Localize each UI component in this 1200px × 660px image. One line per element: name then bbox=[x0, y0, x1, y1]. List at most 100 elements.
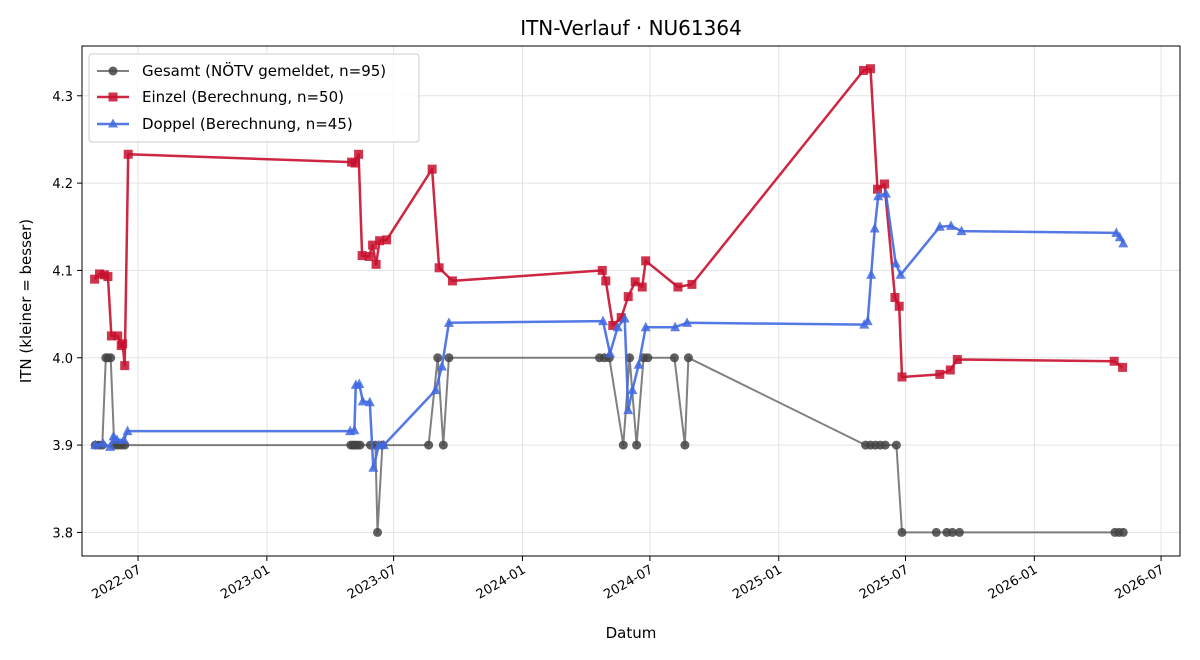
x-tick-label: 2023-07 bbox=[345, 562, 400, 602]
data-point-einzel bbox=[673, 282, 683, 292]
y-tick-label: 3.9 bbox=[52, 439, 73, 454]
legend-entry-gesamt: Gesamt (NÖTV gemeldet, n=95) bbox=[97, 61, 386, 80]
data-point-einzel bbox=[382, 235, 392, 245]
legend-entry-einzel: Einzel (Berechnung, n=50) bbox=[97, 88, 344, 106]
data-point-doppel bbox=[604, 347, 615, 358]
data-point-einzel bbox=[106, 331, 116, 341]
data-point-doppel bbox=[119, 434, 130, 444]
data-point-gesamt bbox=[1118, 527, 1128, 537]
data-point-doppel bbox=[956, 225, 967, 236]
data-point-doppel bbox=[597, 315, 608, 326]
chart-title: ITN-Verlauf · NU61364 bbox=[520, 16, 742, 40]
data-point-gesamt bbox=[880, 440, 890, 450]
data-point-doppel bbox=[862, 315, 873, 326]
data-point-gesamt bbox=[106, 353, 116, 363]
data-point-einzel bbox=[890, 293, 900, 303]
data-point-doppel bbox=[122, 425, 133, 436]
data-point-doppel bbox=[623, 404, 634, 415]
data-point-einzel bbox=[375, 236, 385, 246]
legend-marker-circle bbox=[108, 66, 118, 76]
data-point-doppel bbox=[364, 396, 375, 407]
data-point-einzel bbox=[123, 149, 133, 159]
data-point-gesamt bbox=[373, 527, 383, 537]
data-point-einzel bbox=[641, 256, 651, 266]
legend-label-gesamt: Gesamt (NÖTV gemeldet, n=95) bbox=[142, 61, 386, 80]
data-point-einzel bbox=[364, 251, 374, 261]
data-point-einzel bbox=[447, 276, 457, 286]
series-line-doppel bbox=[95, 192, 1125, 470]
data-point-doppel bbox=[880, 188, 891, 198]
data-point-einzel bbox=[95, 269, 105, 279]
data-point-einzel bbox=[1109, 356, 1119, 366]
legend-marker-square bbox=[108, 92, 118, 102]
series-layer bbox=[90, 64, 1129, 537]
data-point-einzel bbox=[945, 365, 955, 375]
legend-entry-doppel: Doppel (Berechnung, n=45) bbox=[97, 115, 353, 133]
plot-frame bbox=[81, 45, 1181, 557]
data-point-gesamt bbox=[632, 440, 642, 450]
data-point-doppel bbox=[1114, 231, 1125, 242]
data-point-einzel bbox=[865, 64, 875, 74]
x-tick-label: 2024-01 bbox=[474, 562, 529, 602]
x-tick-label: 2026-07 bbox=[1113, 562, 1168, 602]
data-point-einzel bbox=[368, 240, 378, 250]
y-axis-ticks: 3.8 3.9 4.0 4.1 4.2 4.3 bbox=[52, 90, 82, 541]
y-tick-label: 3.8 bbox=[52, 526, 73, 541]
y-axis-label: ITN (kleiner = besser) bbox=[17, 219, 35, 383]
data-point-doppel bbox=[640, 321, 651, 332]
data-point-einzel bbox=[118, 339, 128, 349]
data-point-einzel bbox=[350, 158, 360, 168]
data-point-doppel bbox=[895, 269, 906, 279]
data-point-gesamt bbox=[683, 353, 693, 363]
data-point-doppel bbox=[670, 321, 681, 332]
data-point-doppel bbox=[98, 437, 109, 448]
data-point-einzel bbox=[90, 274, 100, 284]
data-point-doppel bbox=[430, 384, 441, 395]
data-point-gesamt bbox=[355, 440, 365, 450]
data-point-einzel bbox=[623, 292, 633, 302]
data-point-gesamt bbox=[954, 527, 964, 537]
data-point-einzel bbox=[427, 164, 437, 174]
data-point-einzel bbox=[872, 184, 882, 194]
data-point-gesamt bbox=[891, 440, 901, 450]
data-point-gesamt bbox=[438, 440, 448, 450]
x-axis-ticks: 2022-07 2023-01 2023-07 2024-01 2024-07 2025-… bbox=[89, 556, 1167, 603]
data-point-gesamt bbox=[618, 440, 628, 450]
series-einzel bbox=[90, 64, 1128, 382]
data-point-einzel bbox=[952, 355, 962, 365]
data-point-doppel bbox=[873, 190, 884, 201]
y-tick-label: 4.3 bbox=[52, 90, 73, 105]
data-point-einzel bbox=[357, 251, 367, 261]
data-point-gesamt bbox=[444, 353, 454, 363]
data-point-einzel bbox=[371, 259, 381, 269]
legend-marker-triangle bbox=[108, 118, 118, 128]
x-tick-label: 2023-01 bbox=[218, 562, 273, 602]
data-point-einzel bbox=[897, 372, 907, 382]
data-point-doppel bbox=[934, 221, 945, 231]
data-point-einzel bbox=[601, 276, 611, 286]
data-point-einzel bbox=[935, 369, 945, 379]
y-tick-label: 4.1 bbox=[52, 264, 73, 279]
data-point-einzel bbox=[687, 279, 697, 289]
data-point-einzel bbox=[879, 179, 889, 189]
data-point-doppel bbox=[627, 384, 638, 395]
legend-label-einzel: Einzel (Berechnung, n=50) bbox=[142, 88, 344, 106]
data-point-doppel bbox=[90, 439, 101, 450]
x-tick-label: 2022-07 bbox=[89, 562, 144, 602]
data-point-doppel bbox=[866, 269, 877, 279]
legend-label-doppel: Doppel (Berechnung, n=45) bbox=[142, 115, 353, 133]
data-point-doppel bbox=[112, 434, 123, 444]
data-point-einzel bbox=[113, 331, 123, 341]
y-tick-label: 4.0 bbox=[52, 352, 73, 367]
data-point-gesamt bbox=[897, 527, 907, 537]
x-tick-label: 2024-07 bbox=[601, 562, 656, 602]
data-point-doppel bbox=[1118, 237, 1129, 248]
data-point-doppel bbox=[357, 395, 368, 406]
data-point-doppel bbox=[354, 378, 365, 388]
data-point-doppel bbox=[682, 317, 693, 327]
data-point-doppel bbox=[443, 317, 454, 327]
data-point-einzel bbox=[894, 301, 904, 311]
data-point-gesamt bbox=[424, 440, 434, 450]
series-doppel bbox=[90, 188, 1129, 472]
